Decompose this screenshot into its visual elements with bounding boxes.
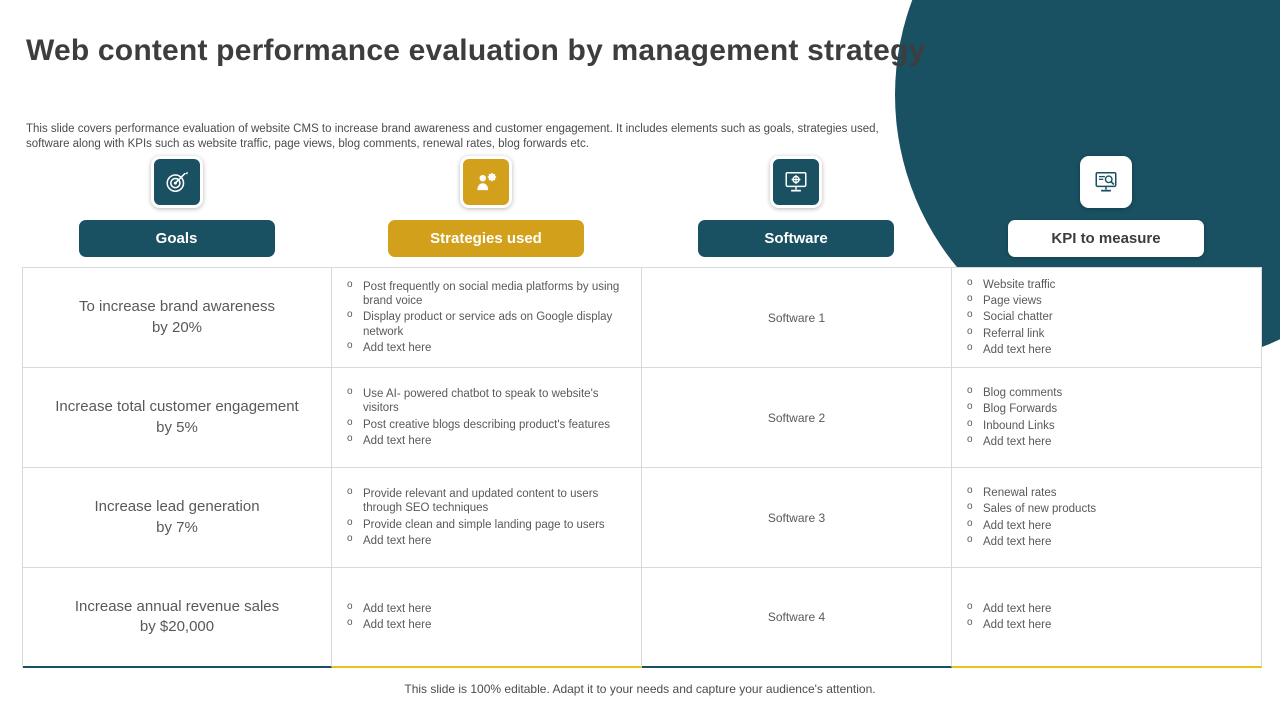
column-button-strategies[interactable]: Strategies used	[388, 220, 584, 257]
goal-value: by 20%	[151, 318, 203, 336]
kpi-search-icon	[1080, 156, 1132, 208]
strategy-list: Add text here Add text here	[346, 600, 631, 635]
list-item: Add text here	[966, 434, 1251, 449]
evaluation-table: To increase brand awareness by 20% Post …	[22, 267, 1262, 668]
list-item: Add text here	[346, 601, 631, 616]
goal-value: by 7%	[156, 518, 198, 536]
strategies-cell: Provide relevant and updated content to …	[332, 468, 642, 568]
list-item: Add text here	[966, 601, 1251, 616]
list-item: Add text here	[966, 517, 1251, 533]
list-item: Post creative blogs describing product's…	[346, 416, 631, 432]
goal-text: Increase annual revenue sales	[74, 597, 280, 615]
strategy-icon	[460, 156, 512, 208]
goal-text: Increase lead generation	[94, 498, 260, 516]
software-label: Software 2	[767, 410, 826, 425]
page-title: Web content performance evaluation by ma…	[26, 34, 926, 68]
strategy-list: Post frequently on social media platform…	[346, 278, 631, 358]
kpi-cell: Website traffic Page views Social chatte…	[952, 268, 1262, 368]
software-label: Software 4	[767, 610, 826, 624]
column-button-software[interactable]: Software	[698, 220, 894, 257]
list-item: Sales of new products	[966, 501, 1251, 516]
kpi-list: Blog comments Blog Forwards Inbound Link…	[966, 384, 1251, 452]
list-item: Provide clean and simple landing page to…	[346, 516, 631, 532]
goal-cell: Increase lead generation by 7%	[23, 468, 332, 568]
list-item: Inbound Links	[966, 417, 1251, 433]
strategies-cell: Use AI- powered chatbot to speak to webs…	[332, 368, 642, 468]
list-item: Provide relevant and updated content to …	[346, 486, 631, 516]
software-label: Software 3	[767, 510, 826, 525]
strategies-cell: Add text here Add text here	[332, 568, 642, 668]
software-cell: Software 4	[642, 568, 952, 668]
kpi-list: Renewal rates Sales of new products Add …	[966, 484, 1251, 552]
strategies-cell: Post frequently on social media platform…	[332, 268, 642, 368]
software-cell: Software 1	[642, 268, 952, 368]
kpi-list: Website traffic Page views Social chatte…	[966, 276, 1251, 360]
column-button-goals[interactable]: Goals	[78, 220, 275, 257]
column-header-software: Software	[641, 156, 951, 257]
column-header-goals: Goals	[22, 156, 331, 257]
list-item: Post frequently on social media platform…	[346, 279, 631, 309]
goal-cell: Increase annual revenue sales by $20,000	[23, 568, 332, 668]
strategy-list: Use AI- powered chatbot to speak to webs…	[346, 385, 631, 451]
software-cell: Software 2	[642, 368, 952, 468]
footer-note: This slide is 100% editable. Adapt it to…	[404, 682, 876, 696]
list-item: Social chatter	[966, 309, 1251, 324]
list-item: Add text here	[966, 534, 1251, 549]
list-item: Display product or service ads on Google…	[346, 309, 631, 339]
column-headers: Goals Strategies used	[22, 156, 1261, 257]
kpi-cell: Blog comments Blog Forwards Inbound Link…	[952, 368, 1262, 468]
goal-cell: To increase brand awareness by 20%	[23, 268, 332, 368]
column-header-strategies: Strategies used	[331, 156, 641, 257]
goal-value: by 5%	[156, 418, 198, 436]
kpi-cell: Add text here Add text here	[952, 568, 1262, 668]
software-label: Software 1	[767, 310, 826, 325]
goal-text: Increase total customer engagement	[55, 398, 299, 416]
list-item: Referral link	[966, 326, 1251, 341]
strategy-list: Provide relevant and updated content to …	[346, 485, 631, 551]
list-item: Add text here	[346, 340, 631, 355]
slide-description: This slide covers performance evaluation…	[26, 122, 879, 151]
list-item: Website traffic	[966, 277, 1251, 292]
goal-value: by $20,000	[139, 618, 215, 635]
software-gear-icon	[770, 156, 822, 208]
list-item: Add text here	[966, 617, 1251, 632]
list-item: Add text here	[346, 433, 631, 448]
list-item: Renewal rates	[966, 485, 1251, 500]
list-item: Blog Forwards	[966, 401, 1251, 416]
list-item: Add text here	[346, 533, 631, 548]
list-item: Blog comments	[966, 385, 1251, 400]
list-item: Use AI- powered chatbot to speak to webs…	[346, 386, 631, 416]
target-icon	[150, 156, 203, 208]
software-cell: Software 3	[642, 468, 952, 568]
goal-text: To increase brand awareness	[79, 298, 275, 316]
kpi-cell: Renewal rates Sales of new products Add …	[952, 468, 1262, 568]
list-item: Add text here	[346, 617, 631, 632]
goal-cell: Increase total customer engagement by 5%	[23, 368, 332, 468]
kpi-list: Add text here Add text here	[966, 600, 1251, 635]
column-header-kpi: KPI to measure	[951, 156, 1261, 257]
list-item: Add text here	[966, 342, 1251, 357]
list-item: Page views	[966, 293, 1251, 308]
column-button-kpi[interactable]: KPI to measure	[1008, 220, 1204, 257]
